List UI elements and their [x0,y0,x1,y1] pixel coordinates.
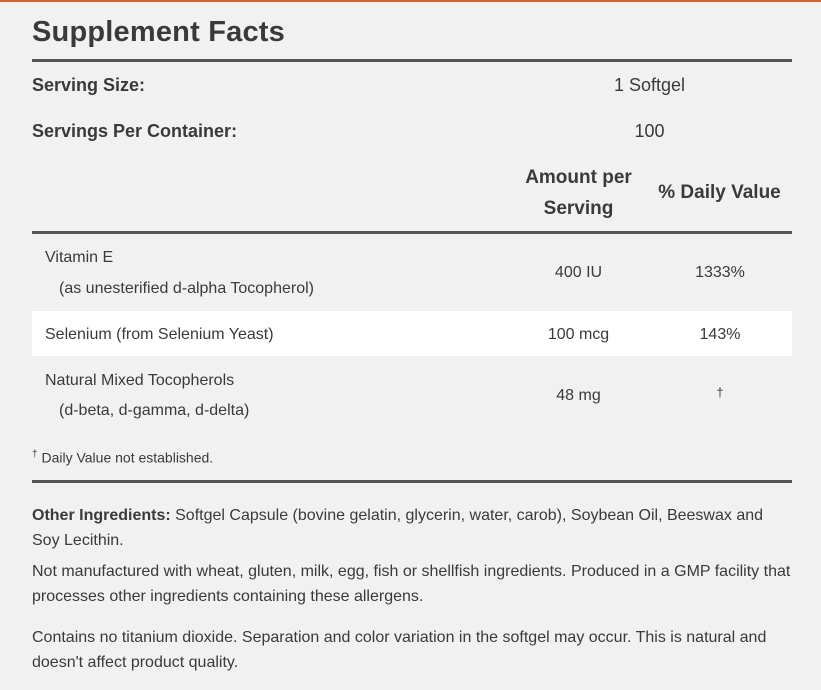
panel-title: Supplement Facts [32,16,285,48]
nutrient-amount: 100 mcg [547,326,610,343]
nutrient-daily-value: 1333% [695,264,745,281]
serving-size-label: Serving Size: [32,75,146,95]
nutrient-name: Vitamin E [45,249,114,266]
allergen-note: Not manufactured with wheat, gluten, mil… [32,563,791,605]
title-divider [32,59,792,62]
other-ingredients-label: Other Ingredients: [32,507,171,524]
amount-per-serving-header: Amount per Serving [525,167,632,219]
nutrient-amount: 400 IU [554,264,603,281]
header-divider [32,231,792,234]
titanium-note: Contains no titanium dioxide. Separation… [32,629,767,671]
table-row: Natural Mixed Tocopherols (d-beta, d-gam… [32,356,792,436]
nutrient-daily-value: 143% [699,326,741,343]
other-ingredients: Other Ingredients: Softgel Capsule (bovi… [32,503,794,553]
daily-value-footnote: † Daily Value not established. [32,449,214,466]
servings-per-container-label: Servings Per Container: [32,121,238,141]
nutrient-daily-value: † [716,385,724,400]
servings-per-container-value: 100 [634,121,665,141]
serving-size-value: 1 Softgel [613,75,686,95]
footnote-divider [32,480,792,483]
nutrient-amount: 48 mg [556,387,601,404]
nutrient-source: (as unesterified d-alpha Tocopherol) [59,280,314,297]
nutrient-name: Natural Mixed Tocopherols [45,372,235,389]
dagger-mark: † [32,449,38,460]
table-row: Vitamin E (as unesterified d-alpha Tocop… [32,234,792,311]
nutrient-name: Selenium (from Selenium Yeast) [45,326,274,343]
other-ingredients-text: Softgel Capsule (bovine gelatin, glyceri… [32,507,764,549]
top-accent-rule [0,0,821,2]
table-row: Selenium (from Selenium Yeast) 100 mcg 1… [32,311,792,356]
daily-value-header: % Daily Value [658,182,781,203]
nutrient-source: (d-beta, d-gamma, d-delta) [59,402,250,419]
